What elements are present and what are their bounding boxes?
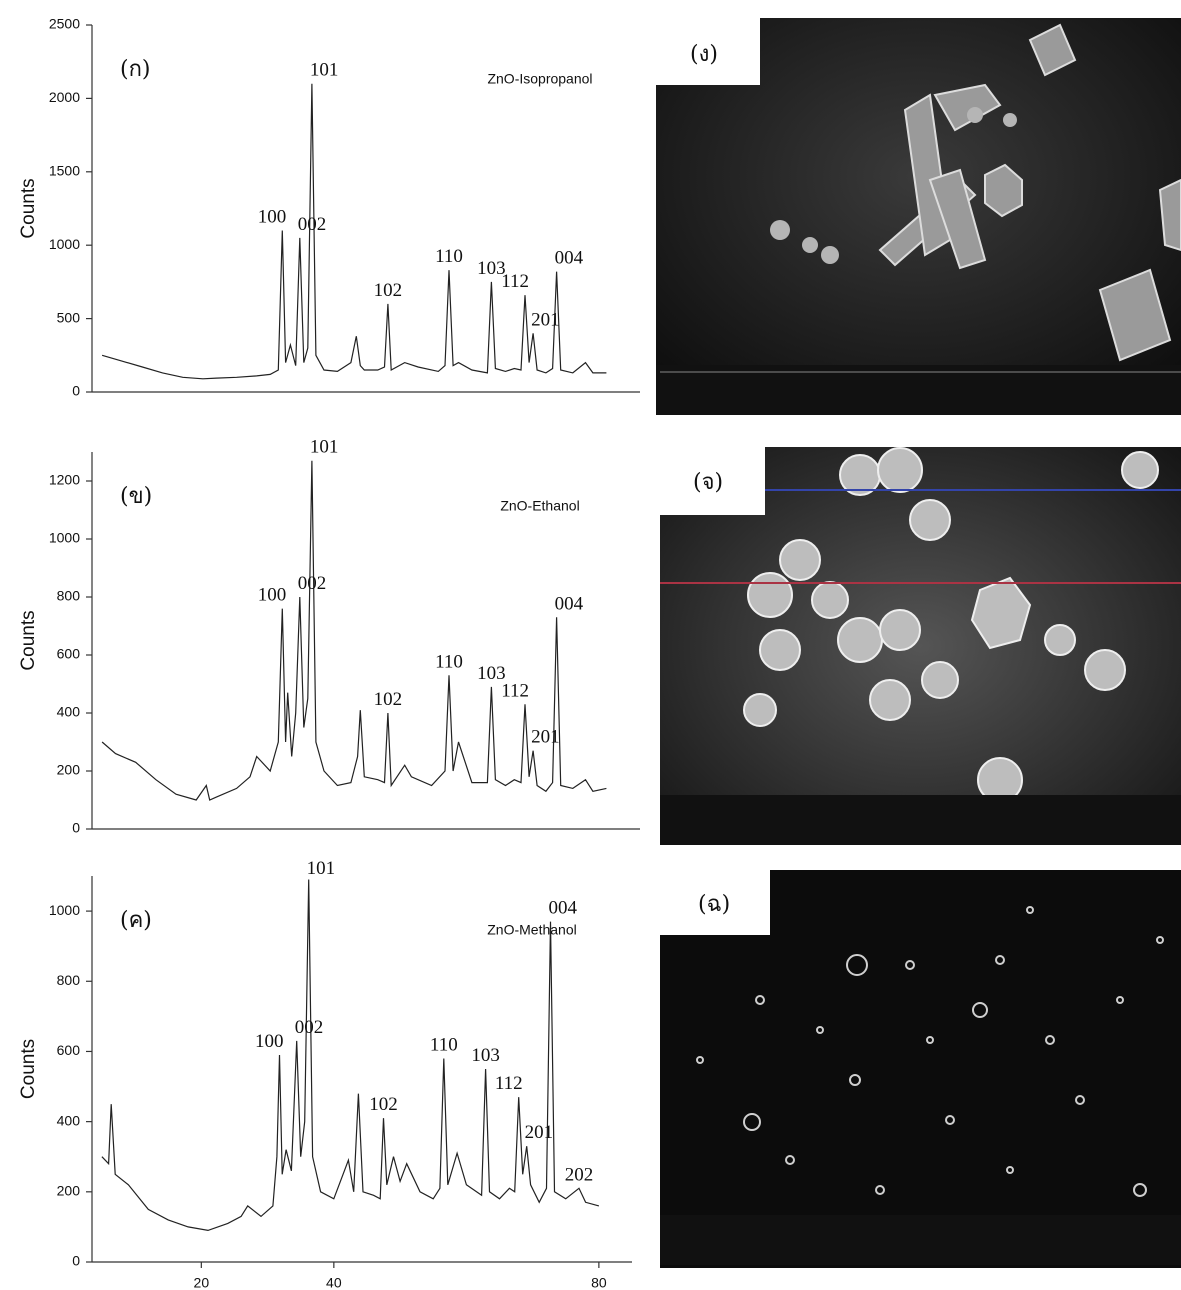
peak-label: 112 (501, 271, 529, 292)
peak-label: 101 (310, 437, 339, 458)
sem-image (660, 870, 1181, 1268)
y-tick-label: 800 (57, 972, 81, 988)
peak-label: 002 (298, 573, 327, 594)
y-tick-label: 600 (57, 1042, 81, 1058)
peak-label: 004 (555, 593, 584, 614)
y-tick-label: 1000 (49, 902, 80, 918)
sample-annotation: ZnO-Methanol (487, 922, 576, 938)
x-tick-label: 80 (591, 1275, 607, 1290)
peak-label: 110 (435, 651, 463, 672)
xrd-line (102, 84, 606, 379)
x-tick-label: 40 (326, 1275, 342, 1290)
image-label: (ฉ) (698, 892, 730, 917)
panel-label: (ก) (120, 57, 151, 82)
peak-label: 112 (501, 680, 529, 701)
y-tick-label: 2000 (49, 89, 80, 105)
image-label: (ง) (690, 42, 718, 67)
peak-label: 002 (295, 1017, 324, 1038)
y-tick-label: 400 (57, 704, 81, 720)
peak-label: 110 (435, 246, 463, 267)
figure: (ง)(จ)(ฉ)05001000150020002500Counts(ก)Zn… (0, 0, 1181, 1290)
image-label: (จ) (693, 470, 723, 495)
sample-annotation: ZnO-Isopropanol (487, 71, 592, 87)
peak-label: 201 (525, 1122, 554, 1143)
peak-label: 103 (471, 1045, 500, 1066)
sem-image (656, 18, 1181, 415)
sem-image (660, 447, 1181, 845)
y-tick-label: 600 (57, 646, 81, 662)
y-tick-label: 1200 (49, 472, 80, 488)
peak-label: 004 (555, 248, 584, 269)
y-tick-label: 200 (57, 1183, 81, 1199)
y-tick-label: 0 (72, 820, 80, 836)
peak-label: 101 (307, 858, 336, 879)
peak-label: 201 (531, 727, 560, 748)
peak-label: 002 (298, 214, 327, 235)
y-tick-label: 500 (57, 309, 81, 325)
y-tick-label: 1000 (49, 236, 80, 252)
x-tick-label: 20 (194, 1275, 210, 1290)
peak-label: 102 (374, 689, 403, 710)
peak-label: 100 (258, 585, 287, 606)
peak-label: 202 (565, 1164, 594, 1185)
y-tick-label: 800 (57, 588, 81, 604)
y-tick-label: 1000 (49, 530, 80, 546)
y-tick-label: 200 (57, 762, 81, 778)
y-axis-label: Counts (18, 178, 39, 238)
peak-label: 102 (369, 1094, 398, 1115)
peak-label: 201 (531, 309, 560, 330)
peak-label: 110 (430, 1034, 458, 1055)
y-axis-label: Counts (18, 610, 39, 670)
peak-label: 100 (255, 1031, 284, 1052)
y-tick-label: 400 (57, 1112, 81, 1128)
y-tick-label: 1500 (49, 163, 80, 179)
peak-label: 004 (549, 898, 578, 919)
peak-label: 112 (495, 1073, 523, 1094)
panel-label: (ค) (120, 908, 152, 933)
panel-label: (ข) (120, 484, 152, 509)
peak-label: 101 (310, 60, 339, 81)
y-tick-label: 2500 (49, 16, 80, 32)
peak-label: 100 (258, 207, 287, 228)
sample-annotation: ZnO-Ethanol (500, 498, 579, 514)
y-tick-label: 0 (72, 383, 80, 399)
peak-label: 102 (374, 280, 403, 301)
y-tick-label: 0 (72, 1253, 80, 1269)
y-axis-label: Counts (18, 1039, 39, 1099)
